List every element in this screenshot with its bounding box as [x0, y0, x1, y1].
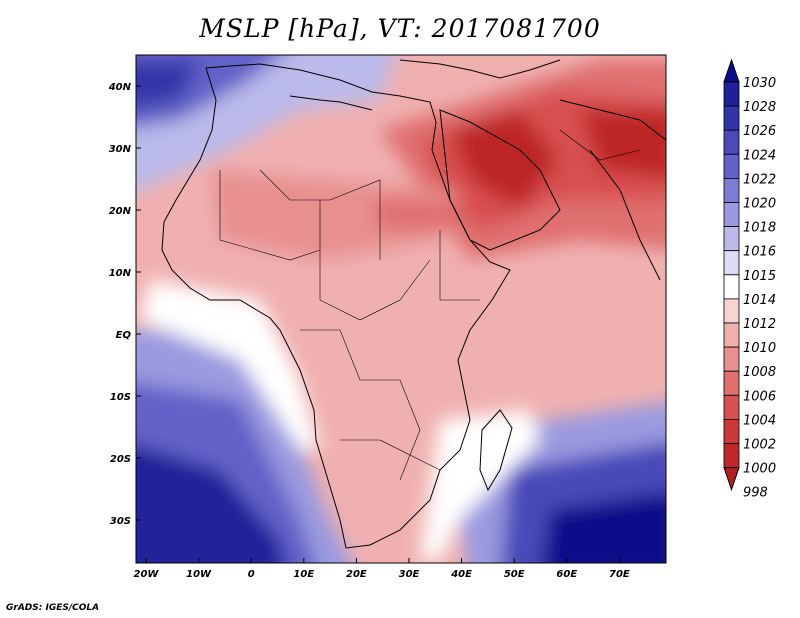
y-tick-label: 10S — [110, 392, 131, 403]
colorbar-label: 1018 — [743, 221, 776, 236]
y-tick-label: 20S — [110, 454, 131, 465]
x-tick-label: 10W — [186, 569, 212, 580]
colorbar-label: 1022 — [743, 172, 776, 187]
x-tick-label: 50E — [504, 569, 525, 580]
colorbar-label: 1010 — [743, 341, 776, 356]
colorbar-box — [723, 322, 740, 348]
colorbar-box — [723, 81, 740, 107]
colorbar-label: 1000 — [743, 462, 776, 477]
colorbar-box — [723, 105, 740, 131]
country-borders — [219, 129, 641, 481]
colorbar-box — [723, 370, 740, 396]
colorbar-label: 1015 — [743, 269, 776, 284]
credit-text: GrADS: IGES/COLA — [6, 603, 100, 613]
colorbar-box — [723, 202, 740, 228]
colorbar-box — [723, 274, 740, 300]
colorbar-label: 1004 — [743, 413, 776, 428]
y-tick-label: 40N — [108, 82, 132, 93]
colorbar-label: 1012 — [743, 317, 776, 332]
colorbar-box — [723, 129, 740, 155]
colorbar-label: 1020 — [743, 197, 776, 212]
x-tick-label: 30E — [399, 569, 420, 580]
colorbar-label: 1014 — [743, 293, 776, 308]
colorbar-box — [723, 250, 740, 276]
map-frame — [135, 54, 667, 564]
y-tick-label: EQ — [116, 330, 132, 341]
map-title: MSLP [hPa], VT: 2017081700 — [199, 14, 601, 43]
colorbar-box — [723, 153, 740, 179]
x-tick-label: 10E — [293, 569, 314, 580]
colorbar-box — [723, 298, 740, 324]
sahara-low — [210, 170, 460, 260]
x-tick-label: 70E — [609, 569, 630, 580]
coastlines — [161, 59, 666, 549]
colorbar-box — [723, 418, 740, 444]
colorbar-box — [723, 443, 740, 469]
colorbar-label: 1006 — [743, 389, 776, 404]
colorbar-label: 1024 — [743, 148, 776, 163]
x-tick-label: 40E — [450, 569, 472, 580]
y-tick-label: 30N — [109, 144, 132, 155]
colorbar-label: 1028 — [743, 100, 776, 115]
y-tick-label: 30S — [110, 516, 131, 527]
colorbar-label: 998 — [743, 486, 768, 501]
x-tick-label: 60E — [556, 569, 577, 580]
axis-ticks: 20W 10W 0 10E 20E 30E 40E 50E 60E 70E 40N 30N 20N 10N… — [108, 82, 630, 580]
y-tick-label: 10N — [109, 268, 132, 279]
colorbar-box — [723, 394, 740, 420]
colorbar-box — [723, 346, 740, 372]
colorbar-label: 1008 — [743, 365, 776, 380]
colorbar-label: 1030 — [743, 76, 776, 91]
colorbar-top-arrow — [723, 58, 740, 83]
x-tick-label: 20E — [346, 569, 367, 580]
y-tick-label: 20N — [109, 206, 132, 217]
x-tick-label: 20W — [134, 569, 160, 580]
colorbar-box — [723, 226, 740, 252]
colorbar-box — [723, 177, 740, 203]
x-tick-label: 0 — [248, 569, 255, 580]
colorbar-label: 1016 — [743, 245, 776, 260]
colorbar-bottom-arrow — [723, 467, 740, 492]
colorbar-label: 1026 — [743, 124, 776, 139]
colorbar-label: 1002 — [743, 438, 776, 453]
